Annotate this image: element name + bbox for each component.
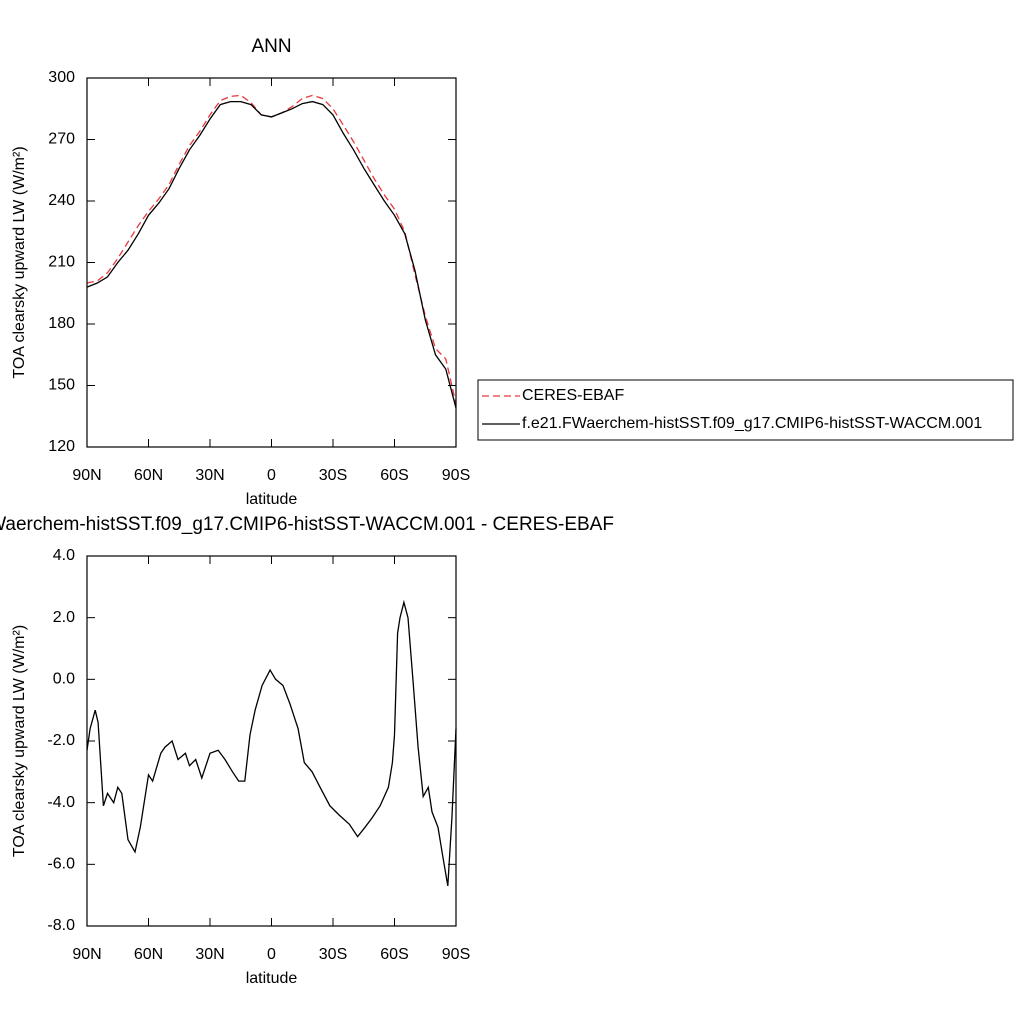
x-tick-label: 90S [442,946,470,963]
chart-title: ANN [251,36,291,57]
y-axis-label: TOA clearsky upward LW (W/m²) [11,146,28,378]
x-tick-label: 90N [72,946,101,963]
x-tick-label: 60N [134,946,163,963]
y-tick-label: 270 [48,131,75,148]
y-tick-label: 240 [48,192,75,209]
legend-label: f.e21.FWaerchem-histSST.f09_g17.CMIP6-hi… [522,415,982,432]
y-tick-label: -4.0 [47,794,75,811]
data-line [86,94,457,405]
legend-label: CERES-EBAF [522,387,624,404]
y-tick-label: 180 [48,315,75,332]
plot-frame [86,555,457,927]
x-tick-label: 0 [267,946,276,963]
x-tick-label: 90S [442,467,470,484]
x-tick-label: 60S [380,467,408,484]
y-tick-label: -6.0 [47,856,75,873]
x-tick-label: 30S [319,946,347,963]
x-tick-label: 30N [195,467,224,484]
y-tick-label: 2.0 [53,609,75,626]
x-tick-label: 30S [319,467,347,484]
y-tick-label: 0.0 [53,671,75,688]
x-tick-label: 0 [267,467,276,484]
data-line [86,100,457,409]
y-tick-label: 120 [48,438,75,455]
legend-box [477,379,1014,441]
x-tick-label: 30N [195,946,224,963]
x-tick-label: 60S [380,946,408,963]
plot-frame [86,77,457,448]
y-tick-label: 300 [48,69,75,86]
x-tick-label: 60N [134,467,163,484]
y-tick-label: 4.0 [53,547,75,564]
y-tick-label: 210 [48,254,75,271]
x-axis-label: latitude [246,970,298,987]
data-line [86,599,457,887]
x-axis-label: latitude [246,491,298,508]
y-tick-label: -2.0 [47,732,75,749]
y-tick-label: -8.0 [47,917,75,934]
x-tick-label: 90N [72,467,101,484]
y-tick-label: 150 [48,377,75,394]
y-axis-label: TOA clearsky upward LW (W/m²) [11,625,28,857]
chart-title: f.e21.FWaerchem-histSST.f09_g17.CMIP6-hi… [0,514,614,535]
